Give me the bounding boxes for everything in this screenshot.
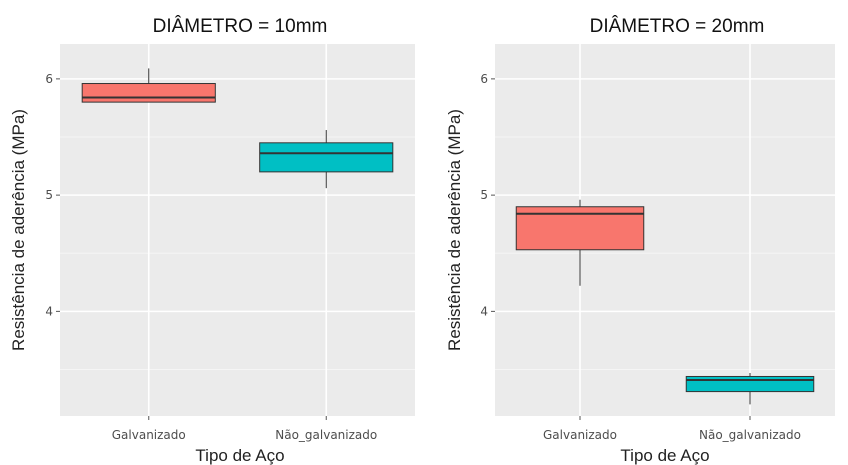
panel-diametro-20mm: DIÂMETRO = 20mm 4 5 6 Galvanizado Não_galva… — [445, 15, 835, 465]
boxplot-layer — [81, 68, 394, 189]
boxplot-nao-galvanizado — [685, 372, 815, 405]
x-tick-label: Galvanizado — [543, 428, 617, 442]
boxplot-nao-galvanizado — [259, 130, 394, 189]
plot-background — [60, 44, 415, 416]
y-tick-labels: 4 5 6 — [480, 72, 495, 318]
boxplot-layer — [515, 199, 815, 405]
x-tick-labels: Galvanizado Não_galvanizado — [543, 416, 801, 442]
boxplot-galvanizado — [515, 199, 645, 286]
panel-diametro-10mm: DIÂMETRO = 10mm 4 5 6 Galvanizado Não_galva… — [9, 15, 415, 465]
y-tick-label: 5 — [45, 188, 53, 202]
y-tick-label: 4 — [480, 304, 488, 318]
x-tick-label: Não_galvanizado — [699, 428, 801, 442]
x-axis-title: Tipo de Aço — [195, 446, 284, 465]
y-tick-label: 6 — [45, 72, 53, 86]
panel-title: DIÂMETRO = 10mm — [153, 15, 328, 37]
boxplot-galvanizado — [81, 68, 216, 103]
panel-title: DIÂMETRO = 20mm — [590, 15, 765, 37]
y-tick-label: 4 — [45, 304, 53, 318]
x-tick-label: Não_galvanizado — [275, 428, 377, 442]
x-tick-label: Galvanizado — [112, 428, 186, 442]
x-axis-title: Tipo de Aço — [620, 446, 709, 465]
y-tick-labels: 4 5 6 — [45, 72, 60, 318]
box-iqr — [685, 375, 815, 393]
box-iqr — [259, 142, 394, 173]
y-axis-title: Resistência de aderência (MPa) — [9, 109, 28, 351]
y-tick-label: 5 — [480, 188, 488, 202]
y-axis-title: Resistência de aderência (MPa) — [445, 109, 464, 351]
x-tick-labels: Galvanizado Não_galvanizado — [112, 416, 377, 442]
y-tick-label: 6 — [480, 72, 488, 86]
box-iqr — [81, 83, 216, 103]
grid-lines — [60, 44, 415, 416]
